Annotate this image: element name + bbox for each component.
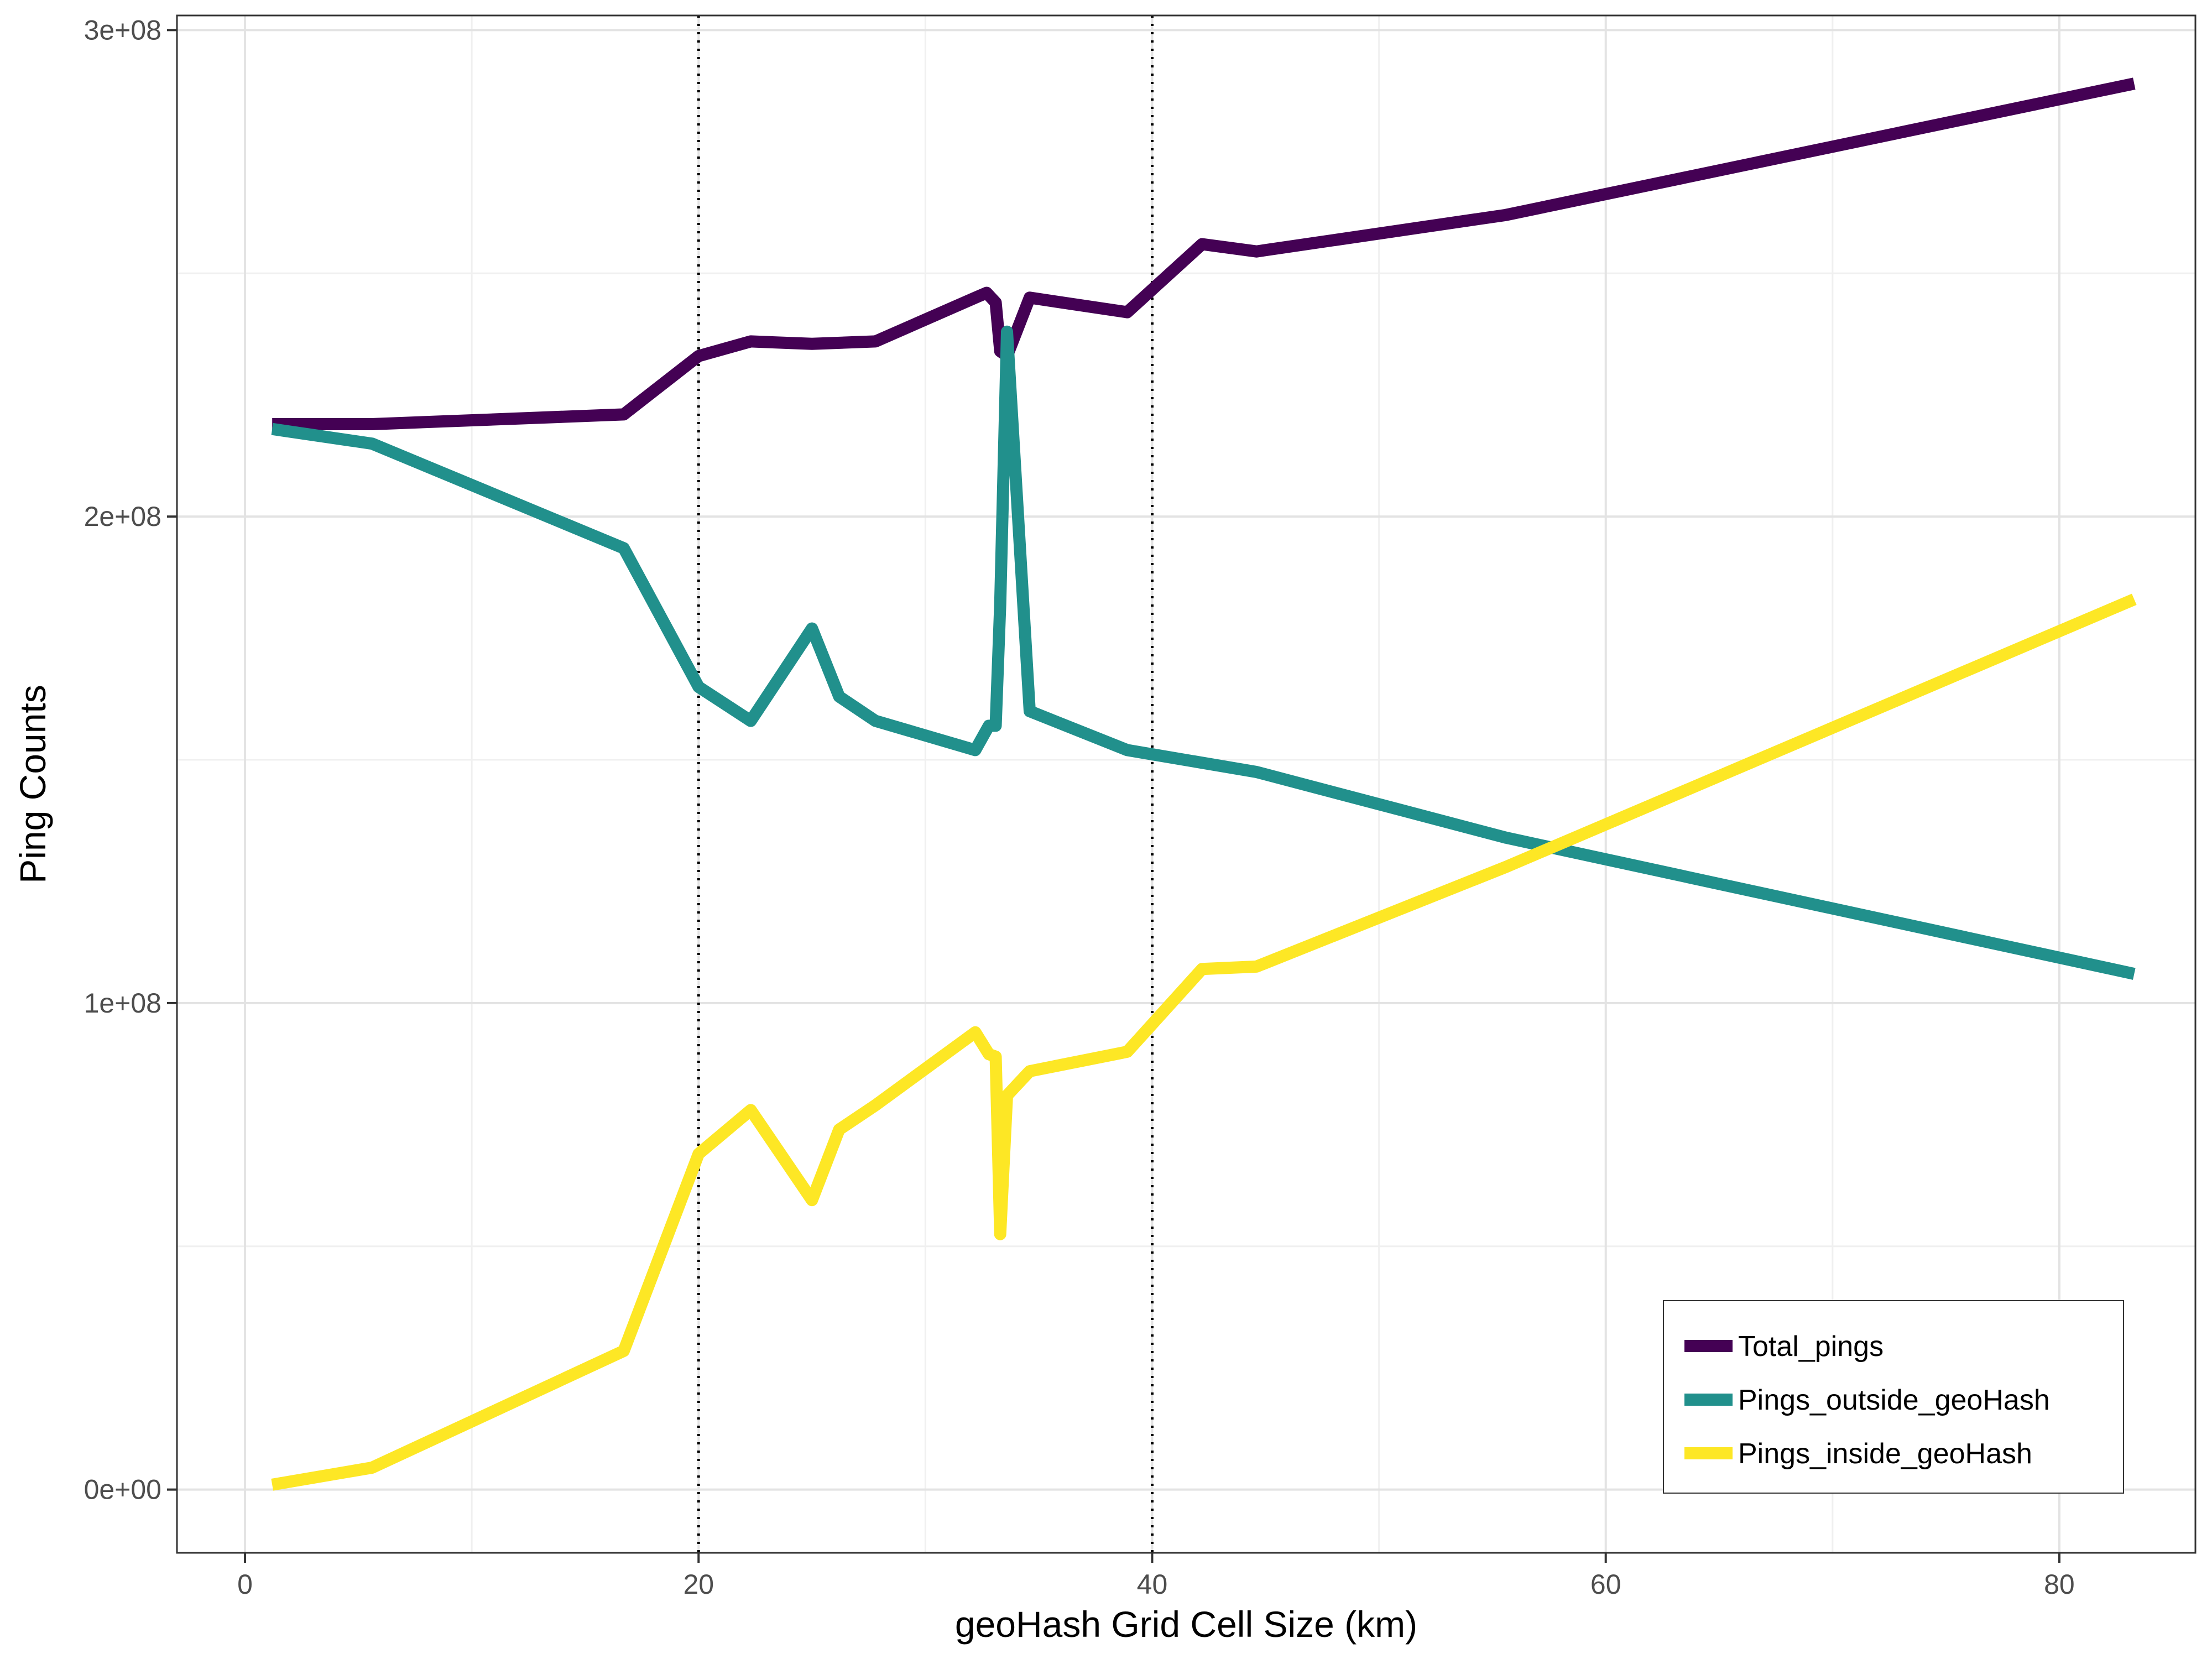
x-tick-label: 80 bbox=[2044, 1569, 2075, 1600]
series-lines bbox=[271, 77, 2137, 1491]
y-axis-title: Ping Counts bbox=[12, 685, 53, 884]
x-tick-label: 40 bbox=[1137, 1569, 1168, 1600]
x-tick-label: 60 bbox=[1590, 1569, 1621, 1600]
y-tick-label: 0e+00 bbox=[84, 1474, 161, 1505]
x-axis: 0 20 40 60 80 bbox=[237, 1553, 2075, 1600]
y-axis: 0e+00 1e+08 2e+08 3e+08 bbox=[84, 14, 177, 1505]
y-tick-label: 2e+08 bbox=[84, 501, 161, 532]
series-line-total-pings bbox=[272, 77, 2136, 430]
legend-label: Pings_outside_geoHash bbox=[1738, 1384, 2050, 1416]
legend-label: Total_pings bbox=[1738, 1331, 1884, 1363]
grid-major bbox=[177, 15, 2195, 1553]
x-axis-title: geoHash Grid Cell Size (km) bbox=[955, 1604, 1417, 1645]
x-tick-label: 0 bbox=[237, 1569, 253, 1600]
series-line-pings-outside-geohash bbox=[271, 325, 2136, 980]
y-tick-label: 3e+08 bbox=[84, 14, 161, 45]
y-tick-label: 1e+08 bbox=[84, 988, 161, 1019]
legend-box bbox=[1663, 1300, 2124, 1494]
legend-label: Pings_inside_geoHash bbox=[1738, 1438, 2032, 1470]
panel-background bbox=[177, 15, 2195, 1553]
legend: Total_pings Pings_outside_geoHash Pings_in… bbox=[1663, 1300, 2124, 1494]
series-line-pings-inside-geohash bbox=[271, 593, 2137, 1491]
x-tick-label: 20 bbox=[683, 1569, 714, 1600]
panel-border bbox=[176, 14, 2197, 1554]
